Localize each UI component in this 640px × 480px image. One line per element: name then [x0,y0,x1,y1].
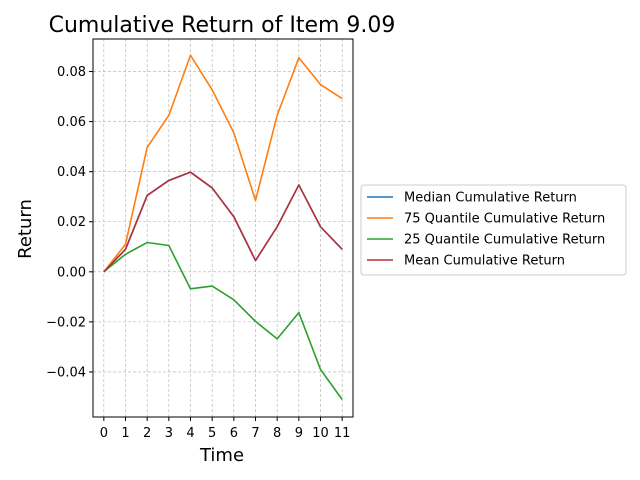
x-axis-title: Time [199,445,244,466]
x-tick-label: 2 [143,426,151,441]
y-tick-label: 0.06 [57,115,86,130]
x-tick-label: 4 [186,426,194,441]
x-tick-label: 11 [334,426,351,441]
plot-area-frame [92,38,354,418]
series-line [103,54,343,273]
x-tick-label: 0 [100,426,108,441]
x-tick-label: 5 [208,426,216,441]
chart-title: Cumulative Return of Item 9.09 [49,13,396,38]
y-axis-title: Return [15,199,36,259]
y-tick-label: 0.04 [57,165,86,180]
y-tick-label: 0.08 [57,65,86,80]
axis-ticks: 0 1 2 3 4 5 6 7 8 9 10 11 −0.04 −0.02 0.00 0.02 0.04 0.06… [46,65,350,441]
x-tick-label: 7 [251,426,259,441]
y-tick-label: 0.00 [57,265,86,280]
x-tick-label: 8 [273,426,281,441]
grid-lines [93,39,353,417]
legend-label: Median Cumulative Return [404,191,577,206]
legend: Median Cumulative Return 75 Quantile Cumu… [360,184,627,276]
x-tick-label: 3 [165,426,173,441]
y-tick-label: −0.04 [46,365,86,380]
legend-frame [360,184,627,276]
legend-label: Mean Cumulative Return [404,254,565,269]
x-tick-label: 6 [230,426,238,441]
x-tick-label: 1 [121,426,129,441]
x-tick-label: 10 [312,426,329,441]
series-lines [103,54,343,400]
series-line [103,241,343,400]
legend-label: 75 Quantile Cumulative Return [404,212,605,227]
legend-label: 25 Quantile Cumulative Return [404,233,605,248]
y-tick-label: 0.02 [57,215,86,230]
x-tick-label: 9 [295,426,303,441]
series-line [103,171,343,273]
y-tick-label: −0.02 [46,315,86,330]
